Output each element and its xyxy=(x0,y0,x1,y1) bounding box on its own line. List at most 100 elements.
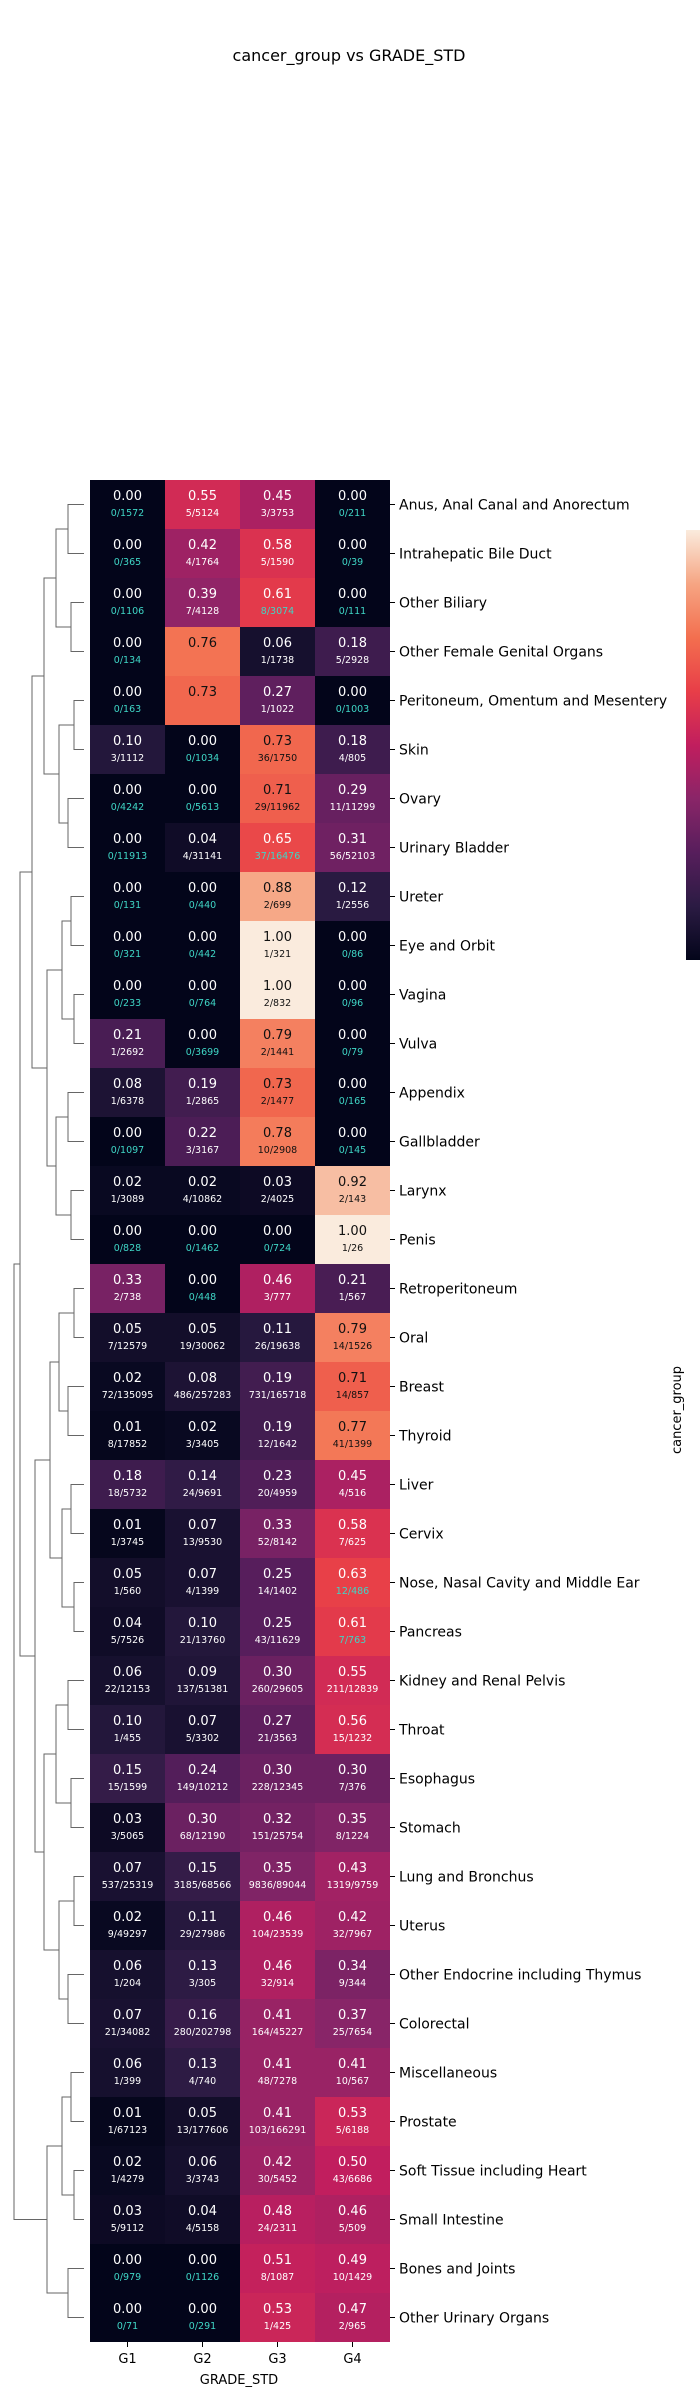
heatmap-cell xyxy=(240,1558,315,1607)
cell-ratio: 1/4279 xyxy=(111,2174,144,2185)
row-label: Breast xyxy=(399,1380,445,1396)
heatmap-cell xyxy=(315,1999,390,2048)
dendrogram-link xyxy=(61,2096,74,2196)
heatmap-cell xyxy=(90,1411,165,1460)
row-label: Skin xyxy=(399,743,429,759)
cell-value: 0.43 xyxy=(338,1861,367,1876)
dendrogram-link xyxy=(67,2268,84,2318)
cell-ratio: 14/1402 xyxy=(258,1586,297,1597)
cell-value: 0.02 xyxy=(113,1371,142,1386)
row-label: Other Endocrine including Thymus xyxy=(399,1968,641,1984)
cell-ratio: 3/305 xyxy=(189,1978,216,1989)
cell-value: 0.01 xyxy=(113,2106,142,2121)
cell-ratio: 3/5065 xyxy=(111,1831,144,1842)
cell-ratio: 0/321 xyxy=(114,949,141,960)
heatmap-cell xyxy=(240,1019,315,1068)
heatmap-cell xyxy=(165,2048,240,2097)
heatmap-cell xyxy=(90,578,165,627)
column-label: G2 xyxy=(193,2352,211,2367)
heatmap-cell xyxy=(90,1607,165,1656)
cell-ratio: 1/2865 xyxy=(186,1096,219,1107)
heatmap-cell xyxy=(240,2293,315,2342)
heatmap-cell xyxy=(240,1166,315,1215)
heatmap-cell xyxy=(165,1999,240,2048)
cell-value: 0.25 xyxy=(263,1567,292,1582)
cell-ratio: 0/211 xyxy=(339,508,366,519)
cell-value: 0.29 xyxy=(338,783,367,798)
cell-ratio: 1/425 xyxy=(264,2321,291,2332)
heatmap-cell xyxy=(165,1901,240,1950)
heatmap-cell xyxy=(315,1313,390,1362)
dendrogram-link xyxy=(49,1361,62,1559)
cell-value: 0.14 xyxy=(188,1469,217,1484)
column-label: G1 xyxy=(118,2352,136,2367)
cell-ratio: 149/10212 xyxy=(177,1782,229,1793)
cell-ratio: 0/5613 xyxy=(186,802,219,813)
dendrogram-link xyxy=(73,700,84,750)
cell-ratio: 22/12153 xyxy=(105,1684,151,1695)
heatmap-cell xyxy=(165,1656,240,1705)
cell-ratio: 4/10862 xyxy=(183,1194,222,1205)
heatmap-cell xyxy=(315,1901,390,1950)
cell-ratio: 4/805 xyxy=(339,753,366,764)
cell-value: 0.02 xyxy=(188,1420,217,1435)
cell-value: 0.65 xyxy=(263,832,292,847)
heatmap-cell xyxy=(90,1509,165,1558)
dendrogram-link xyxy=(31,675,47,1069)
cell-ratio: 1/6378 xyxy=(111,1096,144,1107)
cell-ratio: 7/4128 xyxy=(186,606,219,617)
cell-value: 0.00 xyxy=(188,783,217,798)
heatmap-cell xyxy=(165,1215,240,1264)
cell-ratio: 41/1399 xyxy=(333,1439,372,1450)
cell-ratio: 0/1572 xyxy=(111,508,144,519)
cell-ratio: 1/2556 xyxy=(336,900,369,911)
colorbar xyxy=(686,530,700,960)
heatmap-cell xyxy=(315,1215,390,1264)
row-label: Ovary xyxy=(399,792,441,808)
cell-value: 0.08 xyxy=(188,1371,217,1386)
cell-ratio: 0/134 xyxy=(114,655,141,666)
heatmap-cell xyxy=(90,1803,165,1852)
cell-value: 0.47 xyxy=(338,2302,367,2317)
cell-value: 0.24 xyxy=(188,1763,217,1778)
cell-value: 0.00 xyxy=(113,538,142,553)
cell-ratio: 14/857 xyxy=(336,1390,369,1401)
cell-ratio: 0/145 xyxy=(339,1145,366,1156)
cell-ratio: 13/177606 xyxy=(177,2125,229,2136)
cell-ratio: 72/135095 xyxy=(102,1390,154,1401)
cell-ratio: 29/27986 xyxy=(180,1929,226,1940)
dendrogram-link xyxy=(70,602,84,652)
dendrogram-link xyxy=(43,577,59,775)
dendrogram-link xyxy=(67,1680,84,1730)
cell-value: 0.06 xyxy=(113,2057,142,2072)
cell-value: 0.07 xyxy=(188,1714,217,1729)
heatmap-cell xyxy=(90,872,165,921)
heatmap-cell xyxy=(165,2146,240,2195)
dendrogram-link xyxy=(34,1459,50,1853)
cell-value: 0.00 xyxy=(188,979,217,994)
cell-ratio: 2/143 xyxy=(339,1194,366,1205)
heatmap-cell xyxy=(315,1264,390,1313)
cell-value: 1.00 xyxy=(338,1224,367,1239)
cell-value: 0.00 xyxy=(188,1028,217,1043)
heatmap-cell xyxy=(165,1313,240,1362)
heatmap-cell xyxy=(315,1852,390,1901)
row-label: Larynx xyxy=(399,1184,447,1200)
cell-value: 0.13 xyxy=(188,2057,217,2072)
cell-value: 0.00 xyxy=(113,587,142,602)
cell-ratio: 21/13760 xyxy=(180,1635,226,1646)
cell-value: 0.19 xyxy=(263,1371,292,1386)
column-label: G4 xyxy=(343,2352,361,2367)
heatmap-cell xyxy=(240,823,315,872)
cell-ratio: 228/12345 xyxy=(252,1782,304,1793)
heatmap-cell xyxy=(90,823,165,872)
cell-ratio: 9836/89044 xyxy=(249,1880,307,1891)
row-dendrogram xyxy=(13,504,84,2318)
cell-value: 0.30 xyxy=(263,1763,292,1778)
heatmap-cell xyxy=(90,1705,165,1754)
cell-value: 0.53 xyxy=(338,2106,367,2121)
heatmap-cell xyxy=(240,1999,315,2048)
cell-ratio: 0/1126 xyxy=(186,2272,219,2283)
cell-value: 0.07 xyxy=(113,2008,142,2023)
